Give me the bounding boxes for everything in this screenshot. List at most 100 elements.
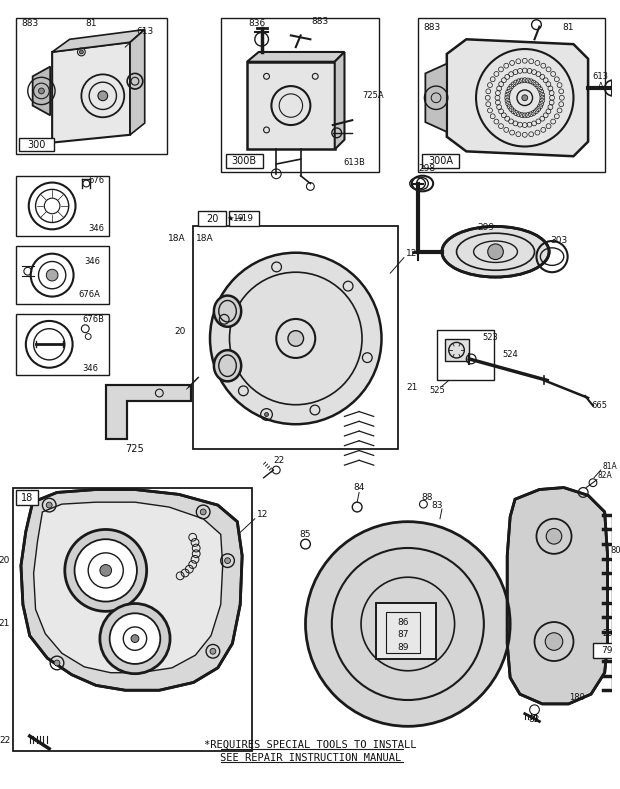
Text: 12: 12 bbox=[406, 249, 417, 258]
Polygon shape bbox=[507, 488, 608, 704]
Circle shape bbox=[110, 613, 161, 664]
Polygon shape bbox=[33, 502, 223, 673]
Bar bbox=[417, 18, 604, 172]
Text: 20: 20 bbox=[206, 214, 218, 223]
Bar bbox=[193, 226, 398, 449]
Text: 883: 883 bbox=[21, 19, 38, 28]
Bar bbox=[198, 211, 226, 226]
Text: SEE REPAIR INSTRUCTION MANUAL: SEE REPAIR INSTRUCTION MANUAL bbox=[219, 753, 401, 764]
Polygon shape bbox=[247, 62, 335, 149]
Bar bbox=[376, 603, 436, 659]
Bar bbox=[437, 330, 494, 380]
Text: 523: 523 bbox=[482, 333, 498, 342]
Circle shape bbox=[224, 558, 231, 563]
Bar bbox=[376, 603, 436, 659]
Bar bbox=[422, 155, 459, 168]
Text: 299: 299 bbox=[477, 222, 494, 232]
Circle shape bbox=[200, 509, 206, 515]
Circle shape bbox=[210, 649, 216, 654]
Circle shape bbox=[100, 565, 112, 576]
Circle shape bbox=[54, 660, 60, 666]
Text: 19: 19 bbox=[232, 214, 244, 223]
Text: 883: 883 bbox=[423, 23, 441, 32]
Bar bbox=[445, 339, 469, 361]
Circle shape bbox=[46, 269, 58, 281]
Text: 81A: 81A bbox=[603, 462, 618, 470]
Text: 613: 613 bbox=[593, 72, 609, 80]
Text: 85: 85 bbox=[299, 530, 311, 539]
Text: 20: 20 bbox=[603, 630, 613, 638]
Text: 18A: 18A bbox=[197, 234, 214, 242]
Circle shape bbox=[288, 331, 304, 346]
Bar bbox=[19, 138, 54, 151]
Ellipse shape bbox=[442, 226, 549, 277]
Text: 524: 524 bbox=[502, 350, 518, 358]
Text: 346: 346 bbox=[88, 224, 104, 233]
Text: 18: 18 bbox=[20, 493, 33, 503]
Text: →19: →19 bbox=[234, 214, 254, 223]
Bar bbox=[16, 491, 38, 505]
Circle shape bbox=[522, 95, 528, 101]
Text: 676B: 676B bbox=[82, 316, 104, 324]
Circle shape bbox=[38, 88, 45, 94]
Circle shape bbox=[306, 522, 510, 727]
Text: 81: 81 bbox=[86, 19, 97, 28]
Text: 300B: 300B bbox=[231, 156, 257, 166]
Circle shape bbox=[98, 91, 108, 101]
Circle shape bbox=[402, 618, 414, 630]
Circle shape bbox=[46, 502, 52, 508]
Text: 22: 22 bbox=[273, 456, 285, 465]
Polygon shape bbox=[33, 66, 50, 115]
Text: 12: 12 bbox=[257, 510, 268, 519]
Bar bbox=[593, 644, 620, 658]
Text: 82: 82 bbox=[529, 715, 540, 724]
Polygon shape bbox=[52, 43, 130, 143]
Text: 79: 79 bbox=[601, 646, 613, 655]
Circle shape bbox=[79, 50, 83, 54]
Text: 613B: 613B bbox=[343, 158, 365, 166]
Text: ★: ★ bbox=[227, 214, 234, 223]
Text: 346: 346 bbox=[82, 365, 99, 373]
Text: A: A bbox=[598, 81, 604, 91]
Bar bbox=[16, 314, 108, 375]
Circle shape bbox=[74, 539, 137, 601]
Circle shape bbox=[131, 634, 139, 642]
Text: 346: 346 bbox=[84, 257, 100, 266]
Text: 83: 83 bbox=[432, 500, 443, 510]
Circle shape bbox=[210, 252, 381, 424]
Bar bbox=[229, 211, 259, 226]
Bar bbox=[16, 176, 108, 236]
Bar bbox=[226, 155, 263, 168]
Text: 81: 81 bbox=[563, 23, 574, 32]
Circle shape bbox=[546, 529, 562, 544]
Text: 89: 89 bbox=[397, 643, 409, 652]
Polygon shape bbox=[247, 52, 345, 62]
Ellipse shape bbox=[214, 296, 241, 327]
Text: *REQUIRES SPECIAL TOOLS TO INSTALL: *REQUIRES SPECIAL TOOLS TO INSTALL bbox=[204, 740, 417, 750]
Bar bbox=[386, 612, 420, 653]
Text: eReplacementParts.com: eReplacementParts.com bbox=[226, 422, 394, 436]
Circle shape bbox=[100, 604, 170, 674]
Text: 189: 189 bbox=[569, 693, 585, 701]
Text: 300A: 300A bbox=[428, 156, 453, 166]
Circle shape bbox=[265, 413, 268, 417]
Bar bbox=[221, 18, 379, 172]
Text: 836: 836 bbox=[248, 19, 265, 28]
Polygon shape bbox=[106, 385, 192, 439]
Text: 725: 725 bbox=[126, 443, 144, 454]
Text: 18A: 18A bbox=[168, 234, 185, 242]
Text: 676A: 676A bbox=[79, 290, 100, 299]
Bar bbox=[16, 246, 108, 305]
Polygon shape bbox=[447, 39, 588, 156]
Polygon shape bbox=[52, 29, 144, 52]
Text: 883: 883 bbox=[311, 17, 329, 26]
Circle shape bbox=[488, 244, 503, 260]
Text: 84: 84 bbox=[353, 483, 365, 492]
Text: 725A: 725A bbox=[362, 92, 384, 100]
Ellipse shape bbox=[214, 350, 241, 381]
Bar bbox=[16, 18, 167, 155]
Text: 87: 87 bbox=[397, 630, 409, 639]
Text: 300: 300 bbox=[27, 140, 46, 150]
Text: 80: 80 bbox=[611, 547, 620, 555]
Text: 22: 22 bbox=[0, 736, 11, 746]
